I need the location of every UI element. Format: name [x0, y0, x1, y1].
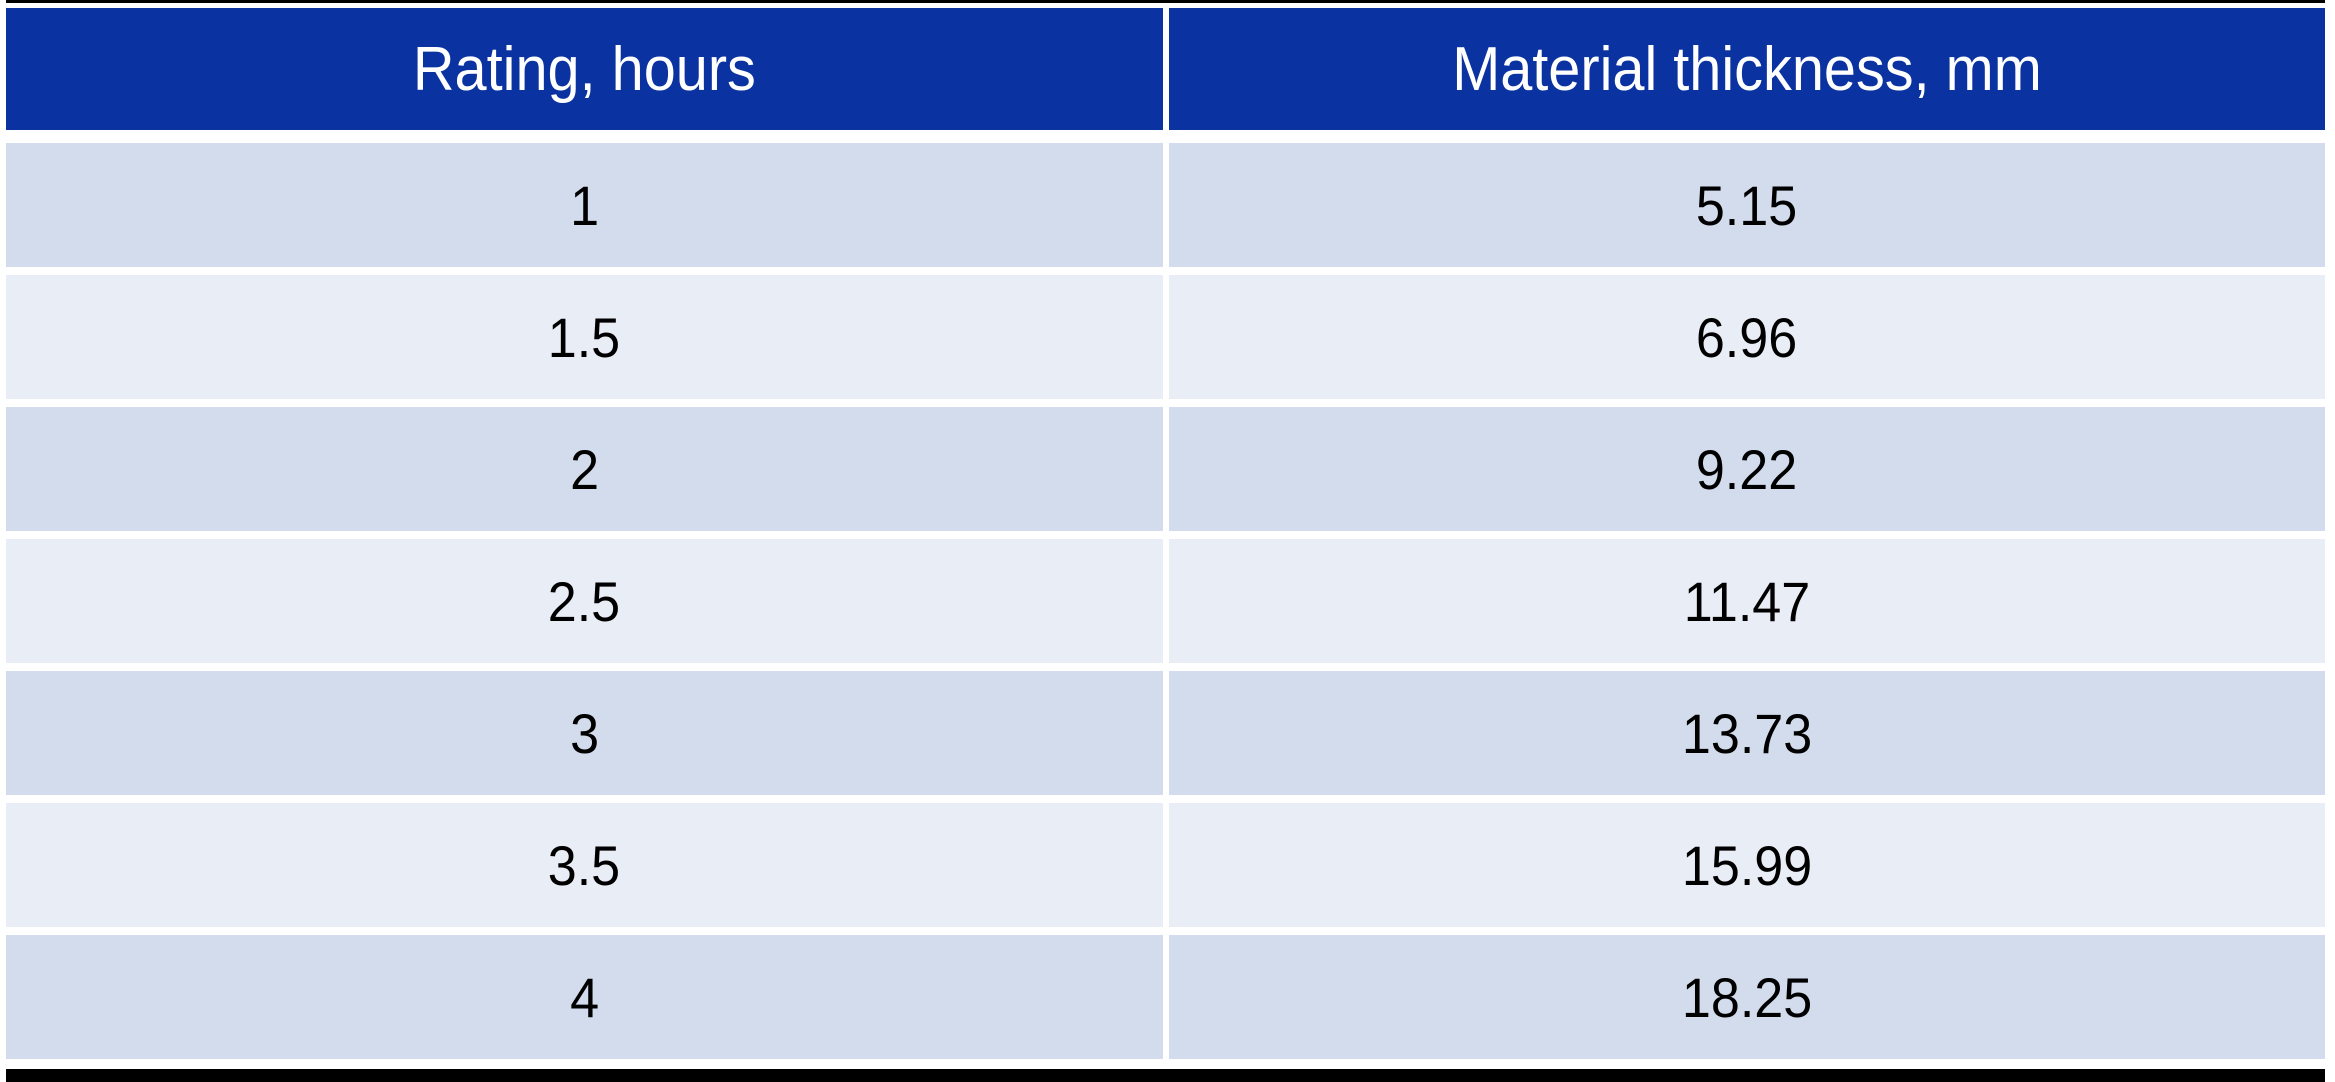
thickness-cell: 13.73	[1168, 671, 2325, 795]
rating-cell: 3	[6, 671, 1163, 795]
rating-cell: 2	[6, 407, 1163, 531]
thickness-cell: 18.25	[1168, 935, 2325, 1059]
table-header-row: Rating, hours Material thickness, mm	[6, 8, 2325, 130]
table-top-rule	[6, 0, 2325, 3]
rating-value: 2.5	[548, 569, 621, 633]
table-row: 4 18.25	[6, 935, 2325, 1059]
column-header-thickness-label: Material thickness, mm	[1451, 34, 2042, 104]
thickness-cell: 11.47	[1168, 539, 2325, 663]
rating-cell: 1	[6, 143, 1163, 267]
column-header-thickness: Material thickness, mm	[1168, 8, 2325, 130]
rating-value: 3	[569, 701, 599, 765]
table-row: 1 5.15	[6, 143, 2325, 267]
thickness-value: 9.22	[1696, 437, 1798, 501]
rating-cell: 4	[6, 935, 1163, 1059]
table-bottom-rule	[6, 1069, 2325, 1082]
column-header-rating: Rating, hours	[6, 8, 1163, 130]
thickness-value: 15.99	[1681, 833, 1812, 897]
thickness-value: 18.25	[1681, 965, 1812, 1029]
thickness-value: 6.96	[1696, 305, 1798, 369]
rating-value: 4	[569, 965, 599, 1029]
rating-value: 3.5	[548, 833, 621, 897]
table-row: 2.5 11.47	[6, 539, 2325, 663]
rating-cell: 3.5	[6, 803, 1163, 927]
rating-cell: 1.5	[6, 275, 1163, 399]
rating-value: 2	[569, 437, 599, 501]
table-row: 1.5 6.96	[6, 275, 2325, 399]
table-row: 2 9.22	[6, 407, 2325, 531]
thickness-cell: 15.99	[1168, 803, 2325, 927]
rating-value: 1.5	[548, 305, 621, 369]
table-row: 3 13.73	[6, 671, 2325, 795]
thickness-cell: 6.96	[1168, 275, 2325, 399]
rating-value: 1	[569, 173, 599, 237]
table-row: 3.5 15.99	[6, 803, 2325, 927]
thickness-value: 13.73	[1681, 701, 1812, 765]
thickness-value: 11.47	[1683, 569, 1810, 633]
fire-rating-table: Rating, hours Material thickness, mm 1 5…	[6, 0, 2325, 1082]
thickness-cell: 5.15	[1168, 143, 2325, 267]
thickness-value: 5.15	[1696, 173, 1798, 237]
column-header-rating-label: Rating, hours	[412, 34, 756, 104]
rating-cell: 2.5	[6, 539, 1163, 663]
thickness-cell: 9.22	[1168, 407, 2325, 531]
